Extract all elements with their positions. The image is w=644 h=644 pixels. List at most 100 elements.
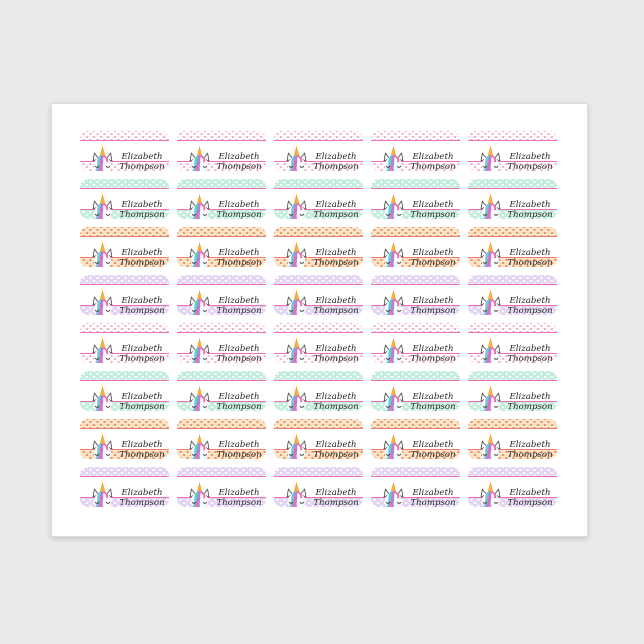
label-name-text: Elizabeth Thompson xyxy=(118,199,166,219)
label-name-band: Elizabeth Thompson xyxy=(371,380,460,411)
unicorn-face-icon xyxy=(283,482,310,507)
label-name-band: Elizabeth Thompson xyxy=(177,236,266,267)
label-name-text: Elizabeth Thompson xyxy=(409,247,457,267)
name-label-sticker: Elizabeth Thompson xyxy=(371,131,460,171)
unicorn-face-icon xyxy=(89,290,116,315)
last-name-text: Thompson xyxy=(119,450,165,459)
first-name-text: Elizabeth xyxy=(121,295,163,306)
last-name-text: Thompson xyxy=(410,258,456,267)
last-name-text: Thompson xyxy=(216,498,262,507)
label-name-band: Elizabeth Thompson xyxy=(177,428,266,459)
unicorn-face-icon xyxy=(283,194,310,219)
name-label-sticker: Elizabeth Thompson xyxy=(80,179,169,219)
label-name-text: Elizabeth Thompson xyxy=(312,391,360,411)
first-name-text: Elizabeth xyxy=(315,199,357,210)
name-label-sticker: Elizabeth Thompson xyxy=(80,419,169,459)
unicorn-face-icon xyxy=(89,338,116,363)
last-name-text: Thompson xyxy=(410,450,456,459)
first-name-text: Elizabeth xyxy=(218,391,260,402)
label-name-text: Elizabeth Thompson xyxy=(506,343,554,363)
label-name-text: Elizabeth Thompson xyxy=(215,247,263,267)
label-name-text: Elizabeth Thompson xyxy=(409,151,457,171)
last-name-text: Thompson xyxy=(507,258,553,267)
unicorn-face-icon xyxy=(380,194,407,219)
label-name-text: Elizabeth Thompson xyxy=(118,151,166,171)
name-label-sticker: Elizabeth Thompson xyxy=(177,131,266,171)
name-label-sticker: Elizabeth Thompson xyxy=(468,371,557,411)
name-label-sticker: Elizabeth Thompson xyxy=(468,131,557,171)
first-name-text: Elizabeth xyxy=(315,343,357,354)
unicorn-face-icon xyxy=(477,434,504,459)
name-label-sticker: Elizabeth Thompson xyxy=(177,227,266,267)
last-name-text: Thompson xyxy=(313,402,359,411)
last-name-text: Thompson xyxy=(216,210,262,219)
first-name-text: Elizabeth xyxy=(218,199,260,210)
name-label-sticker: Elizabeth Thompson xyxy=(371,467,460,507)
name-label-sticker: Elizabeth Thompson xyxy=(274,179,363,219)
unicorn-face-icon xyxy=(186,386,213,411)
label-name-band: Elizabeth Thompson xyxy=(468,476,557,507)
name-label-sticker: Elizabeth Thompson xyxy=(80,323,169,363)
last-name-text: Thompson xyxy=(313,210,359,219)
first-name-text: Elizabeth xyxy=(412,391,454,402)
label-name-band: Elizabeth Thompson xyxy=(468,380,557,411)
label-name-text: Elizabeth Thompson xyxy=(506,199,554,219)
unicorn-face-icon xyxy=(380,146,407,171)
unicorn-face-icon xyxy=(477,290,504,315)
label-name-band: Elizabeth Thompson xyxy=(80,140,169,171)
first-name-text: Elizabeth xyxy=(218,151,260,162)
label-name-text: Elizabeth Thompson xyxy=(215,439,263,459)
unicorn-face-icon xyxy=(477,146,504,171)
first-name-text: Elizabeth xyxy=(412,151,454,162)
first-name-text: Elizabeth xyxy=(509,487,551,498)
first-name-text: Elizabeth xyxy=(412,247,454,258)
name-label-sticker: Elizabeth Thompson xyxy=(274,371,363,411)
unicorn-face-icon xyxy=(283,338,310,363)
last-name-text: Thompson xyxy=(410,354,456,363)
label-name-text: Elizabeth Thompson xyxy=(215,343,263,363)
label-name-band: Elizabeth Thompson xyxy=(468,140,557,171)
unicorn-face-icon xyxy=(380,338,407,363)
label-name-band: Elizabeth Thompson xyxy=(80,188,169,219)
first-name-text: Elizabeth xyxy=(121,247,163,258)
unicorn-face-icon xyxy=(89,242,116,267)
unicorn-face-icon xyxy=(89,434,116,459)
label-name-band: Elizabeth Thompson xyxy=(177,476,266,507)
last-name-text: Thompson xyxy=(313,258,359,267)
label-name-text: Elizabeth Thompson xyxy=(215,199,263,219)
label-name-text: Elizabeth Thompson xyxy=(118,391,166,411)
last-name-text: Thompson xyxy=(216,354,262,363)
name-label-sticker: Elizabeth Thompson xyxy=(80,371,169,411)
last-name-text: Thompson xyxy=(410,210,456,219)
label-name-band: Elizabeth Thompson xyxy=(274,140,363,171)
label-name-text: Elizabeth Thompson xyxy=(312,439,360,459)
label-name-text: Elizabeth Thompson xyxy=(409,295,457,315)
first-name-text: Elizabeth xyxy=(315,391,357,402)
label-name-band: Elizabeth Thompson xyxy=(468,236,557,267)
unicorn-face-icon xyxy=(477,386,504,411)
first-name-text: Elizabeth xyxy=(509,151,551,162)
last-name-text: Thompson xyxy=(410,498,456,507)
first-name-text: Elizabeth xyxy=(412,343,454,354)
first-name-text: Elizabeth xyxy=(509,391,551,402)
name-label-sticker: Elizabeth Thompson xyxy=(274,323,363,363)
label-name-text: Elizabeth Thompson xyxy=(118,487,166,507)
label-name-band: Elizabeth Thompson xyxy=(371,140,460,171)
label-name-band: Elizabeth Thompson xyxy=(371,476,460,507)
name-label-sticker: Elizabeth Thompson xyxy=(371,179,460,219)
label-name-band: Elizabeth Thompson xyxy=(274,332,363,363)
unicorn-face-icon xyxy=(283,434,310,459)
first-name-text: Elizabeth xyxy=(315,295,357,306)
last-name-text: Thompson xyxy=(313,162,359,171)
last-name-text: Thompson xyxy=(507,498,553,507)
last-name-text: Thompson xyxy=(119,354,165,363)
label-name-band: Elizabeth Thompson xyxy=(177,380,266,411)
label-name-text: Elizabeth Thompson xyxy=(312,199,360,219)
name-label-sticker: Elizabeth Thompson xyxy=(274,275,363,315)
first-name-text: Elizabeth xyxy=(412,199,454,210)
first-name-text: Elizabeth xyxy=(218,343,260,354)
label-name-band: Elizabeth Thompson xyxy=(274,476,363,507)
unicorn-face-icon xyxy=(380,290,407,315)
last-name-text: Thompson xyxy=(410,162,456,171)
